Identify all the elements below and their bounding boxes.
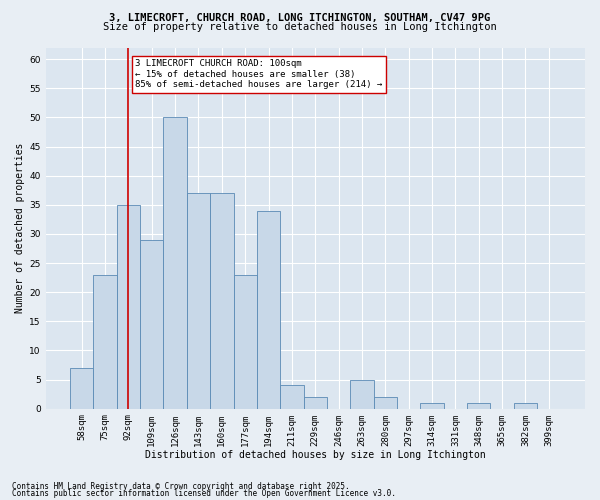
Bar <box>304 397 327 408</box>
Bar <box>117 205 140 408</box>
Bar <box>187 193 210 408</box>
Text: Size of property relative to detached houses in Long Itchington: Size of property relative to detached ho… <box>103 22 497 32</box>
Bar <box>210 193 233 408</box>
Bar <box>257 210 280 408</box>
Text: Contains public sector information licensed under the Open Government Licence v3: Contains public sector information licen… <box>12 489 396 498</box>
Bar <box>514 403 537 408</box>
Bar <box>140 240 163 408</box>
Bar <box>280 386 304 408</box>
Bar <box>350 380 374 408</box>
Bar <box>70 368 94 408</box>
Text: 3, LIMECROFT, CHURCH ROAD, LONG ITCHINGTON, SOUTHAM, CV47 9PG: 3, LIMECROFT, CHURCH ROAD, LONG ITCHINGT… <box>109 12 491 22</box>
X-axis label: Distribution of detached houses by size in Long Itchington: Distribution of detached houses by size … <box>145 450 485 460</box>
Y-axis label: Number of detached properties: Number of detached properties <box>15 143 25 314</box>
Bar <box>94 274 117 408</box>
Bar <box>163 118 187 408</box>
Bar <box>233 274 257 408</box>
Text: 3 LIMECROFT CHURCH ROAD: 100sqm
← 15% of detached houses are smaller (38)
85% of: 3 LIMECROFT CHURCH ROAD: 100sqm ← 15% of… <box>136 59 383 89</box>
Text: Contains HM Land Registry data © Crown copyright and database right 2025.: Contains HM Land Registry data © Crown c… <box>12 482 350 491</box>
Bar <box>374 397 397 408</box>
Bar <box>467 403 490 408</box>
Bar <box>421 403 444 408</box>
